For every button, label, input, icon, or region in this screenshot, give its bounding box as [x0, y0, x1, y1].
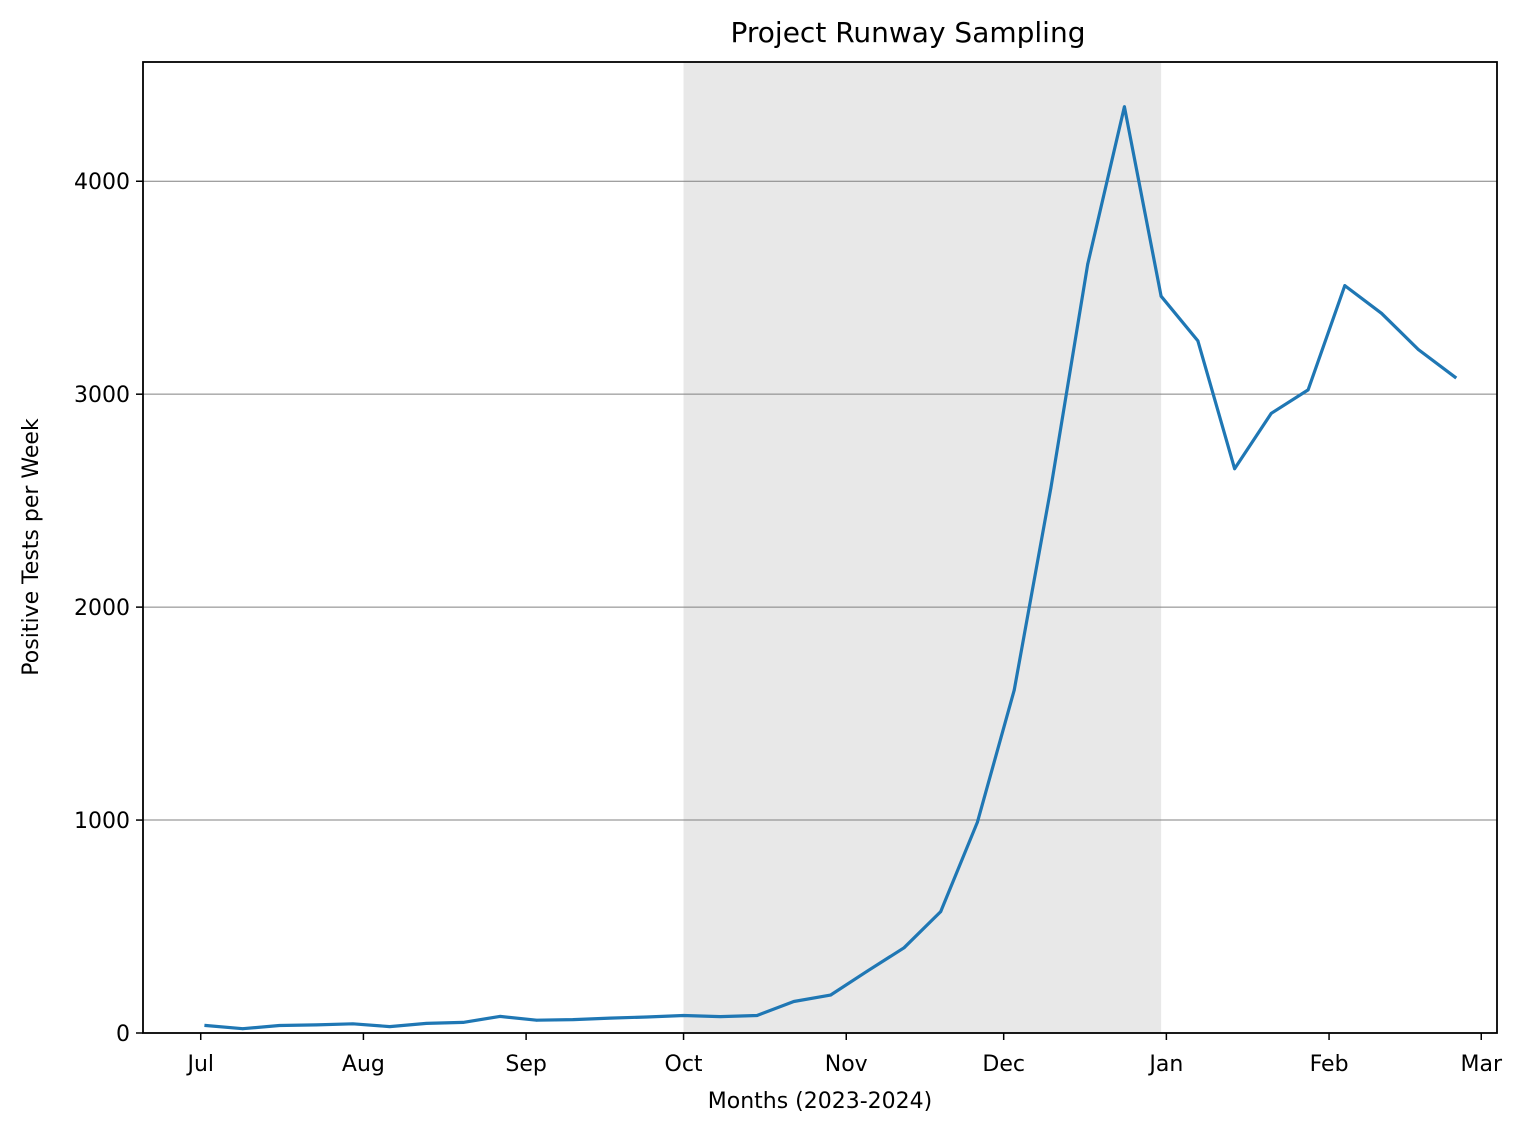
- gridlines: [143, 180, 1497, 821]
- data-point: [1196, 339, 1200, 343]
- series-layer: [204, 105, 1458, 1031]
- y-tick-label: 2000: [74, 596, 130, 621]
- data-point: [278, 1024, 281, 1027]
- x-tick-label: Mar: [1460, 1052, 1502, 1077]
- data-point: [829, 993, 832, 997]
- y-axis: 0 1000 2000 3000 4000: [74, 170, 143, 1047]
- data-point: [1343, 284, 1347, 287]
- data-point: [1122, 105, 1126, 109]
- data-point: [608, 1016, 612, 1020]
- x-axis-label: Months (2023-2024): [708, 1089, 933, 1114]
- y-tick-label: 0: [116, 1022, 130, 1047]
- x-tick-label: Feb: [1310, 1052, 1349, 1077]
- data-point: [645, 1015, 649, 1019]
- x-tick-label: Dec: [982, 1052, 1025, 1077]
- data-point: [755, 1014, 759, 1017]
- data-point: [204, 1024, 208, 1027]
- data-point: [1086, 262, 1090, 266]
- plot-frame: [142, 61, 1498, 1034]
- data-point: [1159, 294, 1163, 298]
- data-point: [1306, 388, 1310, 392]
- data-point: [241, 1027, 245, 1031]
- data-point: [535, 1018, 539, 1022]
- data-point: [1269, 411, 1273, 415]
- data-point: [939, 910, 943, 914]
- data-point: [976, 820, 979, 824]
- data-point: [902, 946, 906, 950]
- data-point: [314, 1023, 318, 1027]
- data-point: [682, 1014, 685, 1017]
- x-axis: Jul Aug Sep Oct Nov Dec Jan Feb Mar: [185, 1033, 1503, 1077]
- data-point: [424, 1022, 428, 1025]
- data-point: [1012, 688, 1016, 692]
- shaded-region-layer: [683, 62, 1162, 1033]
- x-tick-label: Sep: [505, 1052, 546, 1077]
- chart-title: Project Runway Sampling: [731, 16, 1086, 49]
- y-tick-label: 1000: [74, 809, 130, 834]
- x-tick-label: Oct: [665, 1052, 703, 1077]
- y-axis-label: Positive Tests per Week: [19, 418, 44, 676]
- data-point: [351, 1022, 355, 1026]
- data-point: [792, 1000, 796, 1003]
- data-point: [718, 1015, 722, 1019]
- data-point: [388, 1025, 392, 1029]
- y-tick-label: 4000: [74, 170, 130, 195]
- data-point: [1049, 486, 1053, 490]
- data-point: [1380, 311, 1383, 315]
- data-point: [1416, 348, 1420, 351]
- x-tick-label: Nov: [825, 1052, 868, 1077]
- x-tick-label: Aug: [342, 1052, 385, 1077]
- shaded-region: [683, 62, 1162, 1033]
- y-tick-label: 3000: [74, 383, 130, 408]
- data-point: [1233, 467, 1236, 471]
- data-point: [865, 969, 869, 973]
- data-point: [498, 1014, 502, 1018]
- data-point: [461, 1020, 465, 1024]
- data-point: [571, 1018, 575, 1021]
- x-tick-label: Jan: [1147, 1052, 1183, 1077]
- data-point: [1453, 375, 1457, 379]
- x-tick-label: Jul: [185, 1052, 214, 1077]
